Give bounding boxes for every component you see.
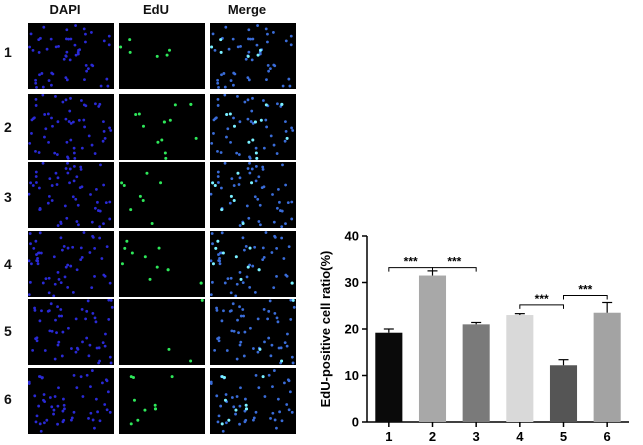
micrograph-panel-edu-row-3 (119, 162, 205, 228)
x-tick-label-3: 3 (473, 429, 480, 444)
significance-label-4: *** (578, 283, 592, 297)
column-header-merge: Merge (227, 2, 267, 17)
x-tick-label-6: 6 (604, 429, 611, 444)
micrograph-panel-merge-row-4 (210, 231, 296, 297)
bar-5 (549, 365, 578, 422)
bar-4 (506, 315, 534, 422)
row-label-4: 4 (4, 256, 12, 272)
micrograph-panel-merge-row-3 (210, 162, 296, 228)
y-tick-label: 0 (352, 415, 359, 430)
significance-bracket-4 (563, 295, 608, 300)
column-header-dapi: DAPI (49, 2, 81, 17)
significance-label-1: *** (404, 255, 418, 269)
column-header-edu: EdU (143, 2, 169, 17)
bar-chart: 0 10 20 30 40 EdU-positive cell ratio(%) 1 2 3 4 5… (318, 229, 629, 444)
row-label-1: 1 (4, 44, 12, 60)
micrograph-panel-dapi-row-3 (28, 162, 114, 228)
significance-label-3: *** (535, 292, 549, 306)
bar-1 (375, 332, 403, 422)
y-tick-label: 30 (345, 275, 359, 290)
micrograph-panel-dapi-row-5 (28, 299, 114, 365)
micrograph-panel-edu-row-1 (119, 23, 205, 89)
y-tick-label: 10 (345, 368, 359, 383)
micrograph-panel-merge-row-6 (210, 368, 296, 434)
row-label-2: 2 (4, 119, 12, 135)
bar-2 (418, 275, 447, 422)
y-axis-label: EdU-positive cell ratio(%) (318, 251, 333, 408)
micrograph-panel-merge-row-1 (210, 23, 296, 89)
significance-bracket-2 (432, 267, 477, 272)
micrograph-panel-edu-row-2 (119, 94, 205, 160)
micrograph-panel-dapi-row-2 (28, 94, 114, 160)
y-tick-label: 40 (345, 229, 359, 244)
row-label-5: 5 (4, 323, 12, 339)
significance-bracket-3 (519, 304, 564, 309)
micrograph-panel-dapi-row-4 (28, 231, 114, 297)
micrograph-panel-merge-row-5 (210, 299, 296, 365)
bar-3 (462, 324, 490, 422)
micrograph-panel-dapi-row-6 (28, 368, 114, 434)
bar-6 (593, 312, 621, 422)
significance-label-2: *** (447, 255, 461, 269)
row-label-6: 6 (4, 391, 12, 407)
x-tick-label-4: 4 (516, 429, 524, 444)
x-tick-label-2: 2 (429, 429, 436, 444)
x-tick-label-5: 5 (560, 429, 567, 444)
micrograph-panel-edu-row-4 (119, 231, 205, 297)
micrograph-panel-edu-row-5 (119, 299, 205, 365)
x-tick-label-1: 1 (385, 429, 392, 444)
micrograph-panel-dapi-row-1 (28, 23, 114, 89)
y-tick-label: 20 (345, 322, 359, 337)
row-label-3: 3 (4, 189, 12, 205)
micrograph-panel-merge-row-2 (210, 94, 296, 160)
micrograph-panel-edu-row-6 (119, 368, 205, 434)
